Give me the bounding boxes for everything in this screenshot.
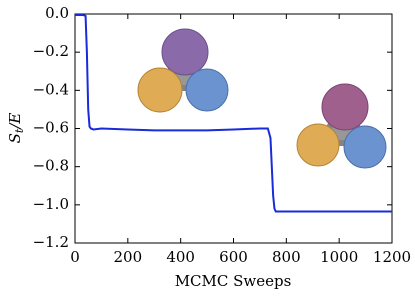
x-axis-label: MCMC Sweeps bbox=[175, 272, 292, 290]
y-tick-label: −1.0 bbox=[33, 195, 69, 213]
y-tick-label: −0.8 bbox=[33, 157, 69, 175]
network-illustration bbox=[137, 28, 387, 169]
x-tick-label: 200 bbox=[114, 248, 143, 266]
y-tick-label: −1.2 bbox=[33, 233, 69, 251]
x-tick-label: 800 bbox=[272, 248, 301, 266]
y-tick-label: −0.6 bbox=[33, 119, 69, 137]
y-axis-label: St/E bbox=[6, 113, 26, 144]
x-tick-label: 1200 bbox=[373, 248, 411, 266]
y-tick-label: −0.2 bbox=[33, 42, 69, 60]
x-tick-label: 600 bbox=[219, 248, 248, 266]
y-label-rest: /E bbox=[6, 113, 24, 131]
y-label-sub: t bbox=[13, 128, 26, 133]
x-tick-label: 0 bbox=[70, 248, 80, 266]
x-tick-label: 1000 bbox=[320, 248, 358, 266]
data-line bbox=[75, 13, 392, 213]
y-label-main: S bbox=[6, 133, 24, 143]
y-tick-label: 0.0 bbox=[45, 4, 69, 22]
x-tick-label: 400 bbox=[166, 248, 195, 266]
y-tick-label: −0.4 bbox=[33, 80, 69, 98]
